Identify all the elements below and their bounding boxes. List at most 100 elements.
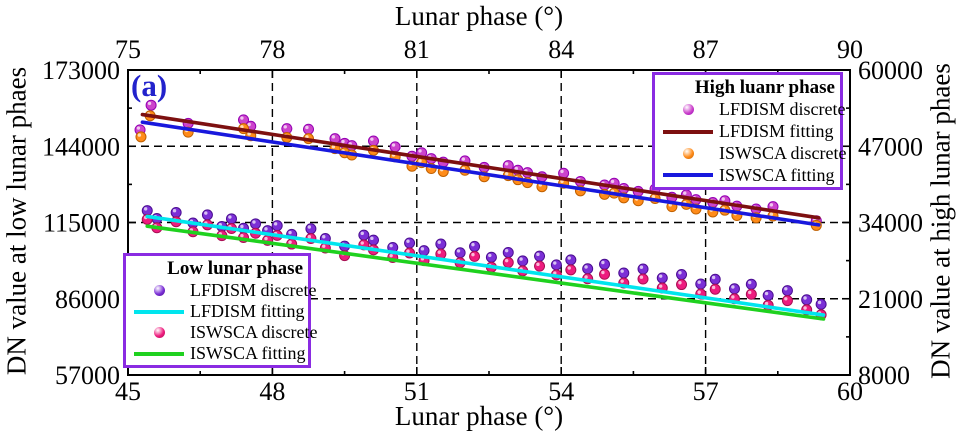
data-point xyxy=(728,283,740,295)
legend-low-title: Low lunar phase xyxy=(167,258,303,279)
data-point-highlight xyxy=(504,248,509,253)
right-tick-label: 21000 xyxy=(858,285,923,314)
legend-item-label: ISWSCA fitting xyxy=(719,164,835,185)
data-point xyxy=(534,250,546,262)
data-point xyxy=(565,254,577,266)
data-point xyxy=(305,223,317,235)
series-panel-low-lunar-phase xyxy=(141,205,827,321)
data-point xyxy=(485,251,497,263)
data-point xyxy=(389,141,401,153)
bottom-tick-label: 54 xyxy=(548,377,574,406)
axis-ticks xyxy=(127,69,851,376)
legend-line-symbol xyxy=(657,129,719,134)
data-point-highlight xyxy=(288,230,292,235)
data-point xyxy=(550,259,562,271)
data-point xyxy=(502,256,514,268)
data-point xyxy=(582,263,594,275)
data-point xyxy=(517,255,529,267)
data-point-highlight xyxy=(803,306,807,310)
data-point-highlight xyxy=(769,212,774,216)
legend-line-symbol xyxy=(128,351,190,356)
data-point-highlight xyxy=(567,266,571,270)
data-point xyxy=(367,234,379,246)
legend-item-label: LFDISM fitting xyxy=(190,301,305,321)
fit-line-lfdism-fitting xyxy=(145,214,826,317)
legend-dot-symbol xyxy=(128,327,190,338)
legend-line-symbol xyxy=(657,173,719,178)
data-point-highlight xyxy=(651,194,656,199)
data-point-highlight xyxy=(584,275,588,279)
data-point-highlight xyxy=(817,300,822,305)
data-point-highlight xyxy=(683,191,687,195)
data-point-highlight xyxy=(711,275,716,280)
data-point xyxy=(599,258,611,270)
data-point xyxy=(656,272,668,284)
data-point-highlight xyxy=(658,284,663,288)
data-point-highlight xyxy=(137,133,142,137)
legend-line-symbol xyxy=(128,309,190,314)
legend-item-label: ISWSCA discrete xyxy=(719,142,847,163)
data-point xyxy=(709,273,721,285)
data-point xyxy=(815,298,827,310)
data-point xyxy=(676,269,688,281)
data-point-highlight xyxy=(456,249,461,253)
data-point-highlight xyxy=(273,222,278,226)
data-point-highlight xyxy=(553,271,557,275)
data-point-highlight xyxy=(264,236,268,241)
data-point-highlight xyxy=(247,132,251,136)
line-icon xyxy=(663,173,713,178)
data-point-highlight xyxy=(204,211,208,215)
data-point xyxy=(271,220,283,232)
data-point-highlight xyxy=(620,269,624,273)
dot-icon xyxy=(682,104,694,116)
data-point xyxy=(358,229,370,241)
dot-icon xyxy=(153,327,165,338)
legend-low-lunar-phase: Low lunar phase LFDISM discrete LFDISM fi… xyxy=(123,253,318,368)
data-point-highlight xyxy=(584,265,588,269)
legend-item-lfdism-discrete: LFDISM discrete xyxy=(657,99,845,121)
data-point-highlight xyxy=(143,207,148,211)
data-point-highlight xyxy=(504,172,509,176)
data-point-highlight xyxy=(264,227,268,231)
data-point-highlight xyxy=(252,220,256,224)
legend-item-lfdism-fitting: LFDISM fitting xyxy=(657,121,838,143)
right-tick-label: 47000 xyxy=(858,132,923,161)
top-tick-label: 84 xyxy=(548,35,574,64)
data-point-highlight xyxy=(471,242,475,247)
data-point-highlight xyxy=(322,244,326,248)
top-tick-label: 78 xyxy=(259,35,285,64)
legend-dot-symbol xyxy=(657,147,719,159)
data-point-highlight xyxy=(514,166,518,171)
data-point xyxy=(565,264,577,276)
data-point-highlight xyxy=(610,179,615,184)
data-point-highlight xyxy=(305,135,309,139)
data-point xyxy=(745,278,757,290)
legend-item-iswsca-discrete: ISWSCA discrete xyxy=(657,143,847,165)
data-point-highlight xyxy=(322,235,326,239)
data-point-highlight xyxy=(784,297,788,301)
data-point-highlight xyxy=(697,280,701,284)
data-point xyxy=(762,289,774,301)
data-point xyxy=(637,273,649,285)
data-point-highlight xyxy=(764,301,769,306)
legend-dot-symbol xyxy=(657,104,719,116)
data-point xyxy=(250,218,262,230)
data-point-highlight xyxy=(803,296,807,300)
data-point-highlight xyxy=(240,233,244,238)
data-point-highlight xyxy=(247,122,251,127)
data-point-highlight xyxy=(461,157,466,161)
data-point-highlight xyxy=(536,262,540,267)
legend-item-lfdism-discrete: LFDISM discrete xyxy=(128,280,316,301)
panel-label: (a) xyxy=(131,68,168,103)
data-point-highlight xyxy=(240,224,244,229)
bottom-tick-label: 45 xyxy=(115,377,141,406)
top-tick-label: 87 xyxy=(693,35,719,64)
data-point-highlight xyxy=(721,197,725,201)
data-point-highlight xyxy=(504,162,509,166)
legend-high-lunar-phase: High luanr phase LFDISM discrete LFDISM f… xyxy=(652,72,847,190)
data-point-highlight xyxy=(553,261,557,265)
left-tick-label: 115000 xyxy=(43,209,120,238)
data-point-highlight xyxy=(731,295,735,299)
data-point xyxy=(534,260,546,272)
